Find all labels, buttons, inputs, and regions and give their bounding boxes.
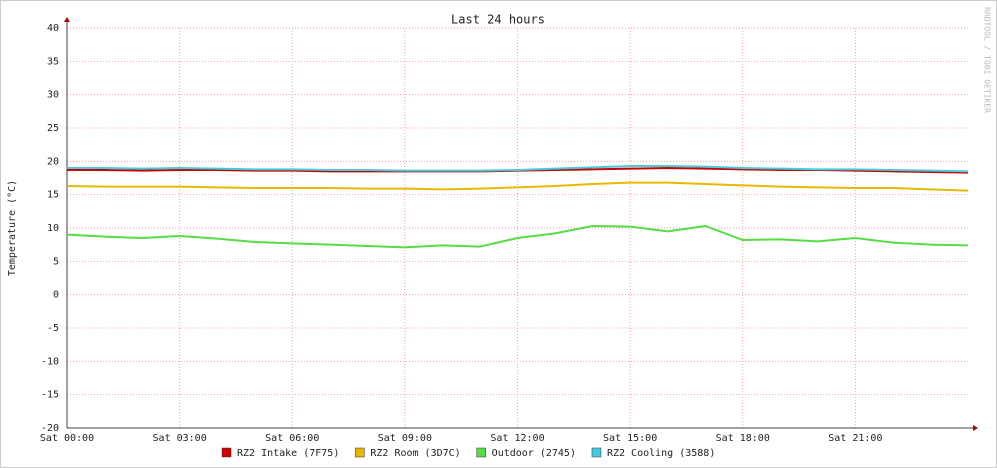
y-tick-label: -10 (41, 356, 59, 367)
y-tick-label: 20 (47, 156, 59, 167)
y-tick-label: -5 (47, 323, 59, 334)
series-line (67, 165, 969, 173)
arrow (64, 17, 70, 22)
x-tick-label: Sat 18:00 (716, 433, 770, 444)
legend-swatch (476, 447, 486, 458)
watermark: RRDTOOL / TOBI OETIKER (983, 7, 992, 113)
legend-swatch (355, 447, 365, 458)
x-tick-label: Sat 06:00 (265, 433, 319, 444)
y-tick-label: 30 (47, 90, 59, 101)
y-tick-label: 35 (47, 56, 59, 67)
x-tick-label: Sat 03:00 (153, 433, 207, 444)
y-tick-label: -15 (41, 390, 59, 401)
y-tick-label: 10 (47, 223, 59, 234)
legend-swatch (591, 447, 602, 458)
y-tick-label: 5 (53, 256, 59, 267)
y-tick-label: 15 (47, 190, 59, 201)
legend-swatch (221, 447, 232, 458)
x-tick-label: Sat 09:00 (378, 433, 432, 444)
y-tick-label: 40 (47, 23, 59, 34)
legend-label: RZ2 Room (3D7C) (370, 448, 460, 459)
y-axis-label: Temperature (°C) (7, 180, 18, 276)
x-tick-label: Sat 12:00 (490, 433, 544, 444)
x-tick-label: Sat 15:00 (603, 433, 657, 444)
y-tick-label: 0 (53, 290, 59, 301)
legend-label: Outdoor (2745) (492, 448, 576, 459)
legend-label: RZ2 Cooling (3588) (607, 448, 715, 459)
arrow (973, 425, 978, 431)
x-tick-label: Sat 00:00 (40, 433, 94, 444)
y-tick-label: -20 (41, 423, 59, 434)
series-line (66, 181, 969, 192)
y-tick-label: 25 (47, 123, 59, 134)
legend-label: RZ2 Intake (7F75) (237, 448, 339, 459)
x-tick-label: Sat 21:00 (828, 433, 882, 444)
chart-title: Last 24 hours (451, 13, 545, 27)
series-line (66, 224, 969, 249)
